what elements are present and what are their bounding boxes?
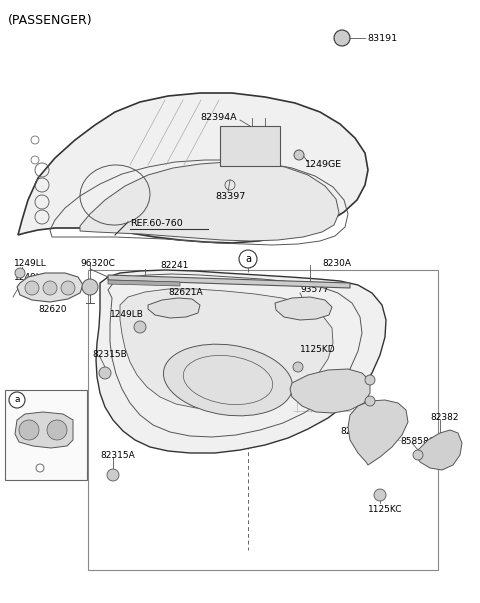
Polygon shape bbox=[120, 289, 333, 409]
Text: REF.60-760: REF.60-760 bbox=[130, 219, 183, 228]
Polygon shape bbox=[275, 297, 332, 320]
Circle shape bbox=[293, 362, 303, 372]
Text: a: a bbox=[245, 254, 251, 264]
Circle shape bbox=[239, 250, 257, 268]
Polygon shape bbox=[80, 162, 339, 241]
Text: 82241: 82241 bbox=[160, 261, 188, 270]
Circle shape bbox=[47, 420, 67, 440]
Text: 82315B: 82315B bbox=[92, 350, 127, 359]
Circle shape bbox=[19, 420, 39, 440]
Text: 85858C: 85858C bbox=[400, 437, 435, 446]
Polygon shape bbox=[18, 93, 368, 243]
Text: 1249GE: 1249GE bbox=[305, 160, 342, 169]
Polygon shape bbox=[416, 430, 462, 470]
Polygon shape bbox=[290, 369, 370, 413]
Text: 82621A: 82621A bbox=[168, 288, 203, 297]
Polygon shape bbox=[15, 412, 73, 448]
Text: 82620: 82620 bbox=[38, 305, 67, 314]
Bar bbox=[220, 126, 280, 166]
Circle shape bbox=[365, 396, 375, 406]
Bar bbox=[88, 270, 438, 570]
Circle shape bbox=[334, 30, 350, 46]
Text: 96320C: 96320C bbox=[80, 259, 115, 268]
Text: a: a bbox=[14, 396, 20, 405]
Circle shape bbox=[43, 281, 57, 295]
Text: 93580A: 93580A bbox=[9, 408, 44, 417]
Circle shape bbox=[15, 268, 25, 278]
Circle shape bbox=[9, 392, 25, 408]
Polygon shape bbox=[96, 270, 386, 453]
Text: 1243AE: 1243AE bbox=[7, 470, 41, 479]
Text: 82394A: 82394A bbox=[200, 113, 237, 122]
Polygon shape bbox=[108, 280, 180, 286]
Text: 1249LL: 1249LL bbox=[14, 259, 47, 268]
Text: 93577: 93577 bbox=[300, 285, 329, 294]
Text: (PASSENGER): (PASSENGER) bbox=[8, 14, 93, 27]
Circle shape bbox=[25, 281, 39, 295]
Circle shape bbox=[107, 469, 119, 481]
Text: 83191: 83191 bbox=[367, 34, 397, 43]
Text: 82720B: 82720B bbox=[340, 427, 374, 436]
Circle shape bbox=[294, 150, 304, 160]
Text: 1125KC: 1125KC bbox=[368, 505, 403, 514]
Circle shape bbox=[61, 281, 75, 295]
Text: 1249LB: 1249LB bbox=[110, 310, 144, 319]
Polygon shape bbox=[108, 275, 350, 288]
Circle shape bbox=[413, 450, 423, 460]
Bar bbox=[5, 390, 87, 480]
Text: 82315A: 82315A bbox=[100, 451, 135, 460]
Polygon shape bbox=[17, 273, 83, 302]
Polygon shape bbox=[148, 298, 200, 318]
Text: 83397: 83397 bbox=[215, 192, 245, 201]
Circle shape bbox=[99, 367, 111, 379]
Circle shape bbox=[365, 375, 375, 385]
Polygon shape bbox=[348, 400, 408, 465]
Text: 1249LB: 1249LB bbox=[14, 273, 48, 282]
Circle shape bbox=[374, 489, 386, 501]
Circle shape bbox=[82, 279, 98, 295]
Text: 82382: 82382 bbox=[430, 413, 458, 422]
Ellipse shape bbox=[164, 344, 292, 416]
Text: 8230A: 8230A bbox=[322, 259, 351, 268]
Text: 1125KD: 1125KD bbox=[300, 345, 336, 354]
Circle shape bbox=[134, 321, 146, 333]
